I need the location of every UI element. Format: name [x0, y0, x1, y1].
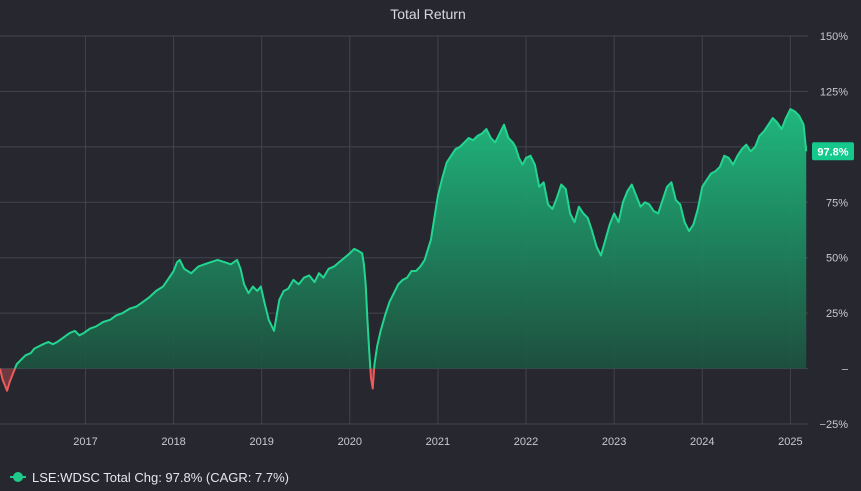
area-layer [0, 109, 807, 391]
x-tick-label: 2019 [249, 436, 273, 448]
legend-series-value: 97.8% [165, 469, 203, 485]
chart-title: Total Return [390, 6, 465, 22]
legend-cagr: (CAGR: 7.7%) [202, 469, 289, 485]
series-area-positive [0, 109, 807, 369]
legend-swatch-icon [10, 472, 26, 482]
last-value-badge: 97.8% [812, 142, 854, 161]
line-layer [0, 108, 808, 392]
legend-text: LSE:WDSC Total Chg: 97.8% (CAGR: 7.7%) [32, 470, 289, 485]
y-tick-label: −25% [820, 419, 849, 431]
last-value-label: 97.8% [817, 146, 848, 158]
y-tick-label: – [842, 364, 849, 376]
y-tick-label: 125% [820, 86, 848, 98]
y-tick-label: 75% [826, 197, 848, 209]
x-tick-label: 2025 [778, 436, 802, 448]
legend[interactable]: LSE:WDSC Total Chg: 97.8% (CAGR: 7.7%) [10, 468, 289, 486]
legend-series-name: LSE:WDSC Total Chg: [32, 469, 166, 485]
x-tick-label: 2017 [73, 436, 97, 448]
series-line-positive [0, 108, 808, 369]
x-tick-label: 2018 [161, 436, 185, 448]
x-tick-label: 2023 [602, 436, 626, 448]
x-tick-label: 2024 [690, 436, 714, 448]
last-value-badge-bg [812, 142, 854, 161]
y-tick-label: 50% [826, 253, 848, 265]
x-tick-label: 2022 [514, 436, 538, 448]
y-tick-label: 150% [820, 31, 848, 43]
x-tick-label: 2021 [426, 436, 450, 448]
x-tick-label: 2020 [338, 436, 362, 448]
y-tick-label: 25% [826, 308, 848, 320]
